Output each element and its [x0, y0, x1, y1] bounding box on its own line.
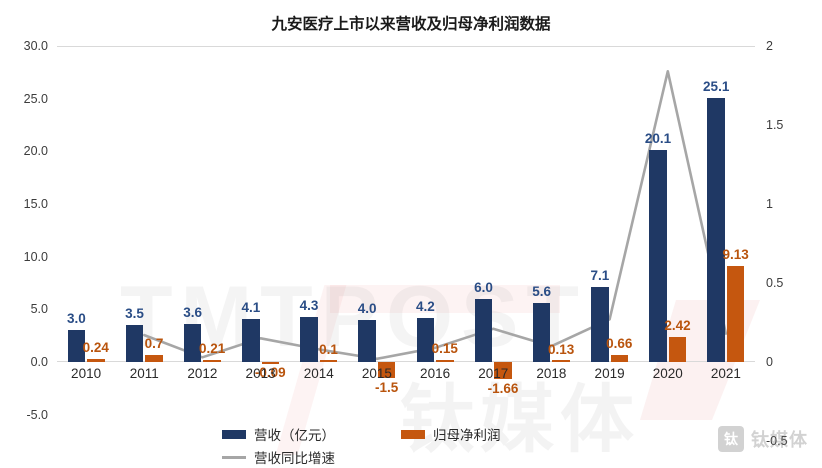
growth-line-series: [143, 69, 728, 361]
y-axis-right-tick: -0.5: [766, 434, 788, 448]
x-axis-label: 2017: [478, 366, 509, 381]
bar-revenue[interactable]: [242, 318, 260, 362]
bar-revenue[interactable]: [125, 325, 144, 362]
growth-line-path: [143, 69, 728, 361]
y-axis-right-tick: 2: [766, 39, 773, 53]
bar-revenue[interactable]: [67, 330, 86, 362]
bar-net-profit[interactable]: [668, 336, 687, 362]
bar-label-revenue: 3.6: [183, 305, 203, 321]
bar-revenue[interactable]: [591, 287, 609, 362]
x-axis-label: 2018: [536, 366, 567, 381]
brand-watermark: 钛 钛媒体: [718, 426, 808, 452]
legend-item-revenue[interactable]: 营收（亿元）: [222, 424, 335, 444]
x-axis-label: 2019: [594, 366, 625, 381]
plot-area: [57, 46, 755, 380]
legend-swatch-revenue-icon: [222, 429, 246, 439]
bar-label-revenue: 4.0: [357, 300, 377, 316]
x-axis-label: 2012: [187, 366, 218, 381]
y-axis-left-tick: -5.0: [26, 407, 48, 422]
y-axis-left-tick: 5.0: [30, 302, 48, 317]
x-axis-label: 2010: [71, 366, 102, 381]
bar-net-profit[interactable]: [203, 359, 221, 362]
y-axis-right-tick: 1: [766, 197, 773, 211]
bar-revenue[interactable]: [358, 319, 376, 362]
y-axis-left-tick: 15.0: [23, 197, 48, 211]
bar-label-revenue: 25.1: [703, 78, 730, 94]
bar-net-profit[interactable]: [436, 360, 454, 362]
bar-label-revenue: 20.1: [644, 131, 672, 147]
y-axis-left-tick: 20.0: [23, 144, 48, 159]
x-axis-label: 2020: [652, 366, 683, 381]
legend-label-profit: 归母净利润: [433, 428, 501, 443]
bar-net-profit[interactable]: [319, 360, 338, 362]
bar-label-revenue: 4.3: [299, 297, 319, 313]
bar-net-profit[interactable]: [145, 354, 163, 362]
bar-label-net-profit: 2.42: [664, 317, 691, 333]
axis-zero-line: [57, 361, 755, 362]
bar-label-net-profit: 0.7: [144, 335, 164, 351]
bar-revenue[interactable]: [300, 316, 318, 362]
bar-revenue[interactable]: [532, 303, 551, 362]
bar-label-net-profit: -1.66: [487, 381, 519, 397]
brand-logo-icon: 钛: [718, 426, 744, 452]
bar-net-profit[interactable]: [726, 265, 745, 362]
brand-name: 钛媒体: [751, 430, 808, 450]
y-axis-left-tick: 25.0: [23, 91, 48, 106]
y-axis-right-tick: 1.5: [766, 118, 784, 132]
y-axis-right-tick: 0.5: [766, 276, 784, 290]
y-axis-right-tick: 0: [766, 355, 773, 369]
legend-item-growth[interactable]: 营收同比增速: [222, 447, 335, 467]
y-axis-left-tick: 30.0: [23, 39, 48, 53]
x-axis-label: 2021: [710, 366, 741, 381]
x-axis-label: 2014: [303, 366, 334, 381]
bar-net-profit[interactable]: [87, 359, 105, 362]
bar-revenue[interactable]: [474, 298, 493, 362]
x-axis-label: 2015: [361, 366, 392, 381]
bar-label-revenue: 3.0: [66, 311, 86, 327]
bar-label-revenue: 4.2: [415, 298, 435, 314]
bar-label-net-profit: 0.15: [431, 341, 458, 357]
x-axis-label: 2016: [420, 366, 451, 381]
axis-top-line: [57, 46, 755, 47]
bar-net-profit[interactable]: [261, 362, 280, 364]
bar-label-net-profit: 0.13: [548, 341, 575, 357]
legend-swatch-growth-icon: [222, 455, 246, 459]
bar-label-revenue: 3.5: [125, 306, 144, 322]
bar-revenue[interactable]: [649, 150, 667, 362]
bar-label-revenue: 7.1: [590, 268, 610, 284]
chart-legend: 营收（亿元） 归母净利润 营收同比增速: [222, 424, 642, 467]
bar-net-profit[interactable]: [377, 362, 396, 378]
bar-label-net-profit: -0.09: [254, 364, 286, 380]
bar-revenue[interactable]: [707, 97, 725, 362]
bar-label-revenue: 5.6: [532, 284, 552, 299]
legend-item-profit[interactable]: 归母净利润: [401, 424, 501, 444]
bar-net-profit[interactable]: [494, 362, 512, 380]
bar-label-net-profit: 0.66: [606, 336, 633, 352]
bar-revenue[interactable]: [183, 324, 202, 362]
x-axis-label: 2013: [245, 366, 276, 381]
y-axis-left-tick: 10.0: [23, 249, 48, 264]
bar-label-net-profit: 0.21: [199, 340, 226, 356]
legend-swatch-profit-icon: [401, 429, 425, 439]
legend-label-revenue: 营收（亿元）: [254, 428, 335, 443]
bar-net-profit[interactable]: [552, 360, 570, 362]
bar-label-revenue: 6.0: [474, 279, 493, 295]
bar-label-net-profit: 9.13: [722, 246, 749, 262]
bar-revenue[interactable]: [416, 317, 435, 362]
bar-label-revenue: 4.1: [241, 299, 261, 315]
bar-net-profit[interactable]: [610, 355, 629, 362]
x-axis-label: 2011: [129, 366, 159, 381]
legend-label-growth: 营收同比增速: [254, 451, 335, 466]
chart-title: 九安医疗上市以来营收及归母净利润数据: [271, 16, 551, 33]
bar-label-net-profit: 0.24: [82, 340, 109, 356]
bar-label-net-profit: 0.1: [319, 341, 338, 357]
bar-label-net-profit: -1.5: [375, 379, 399, 395]
y-axis-left-tick: 0.0: [30, 355, 48, 369]
